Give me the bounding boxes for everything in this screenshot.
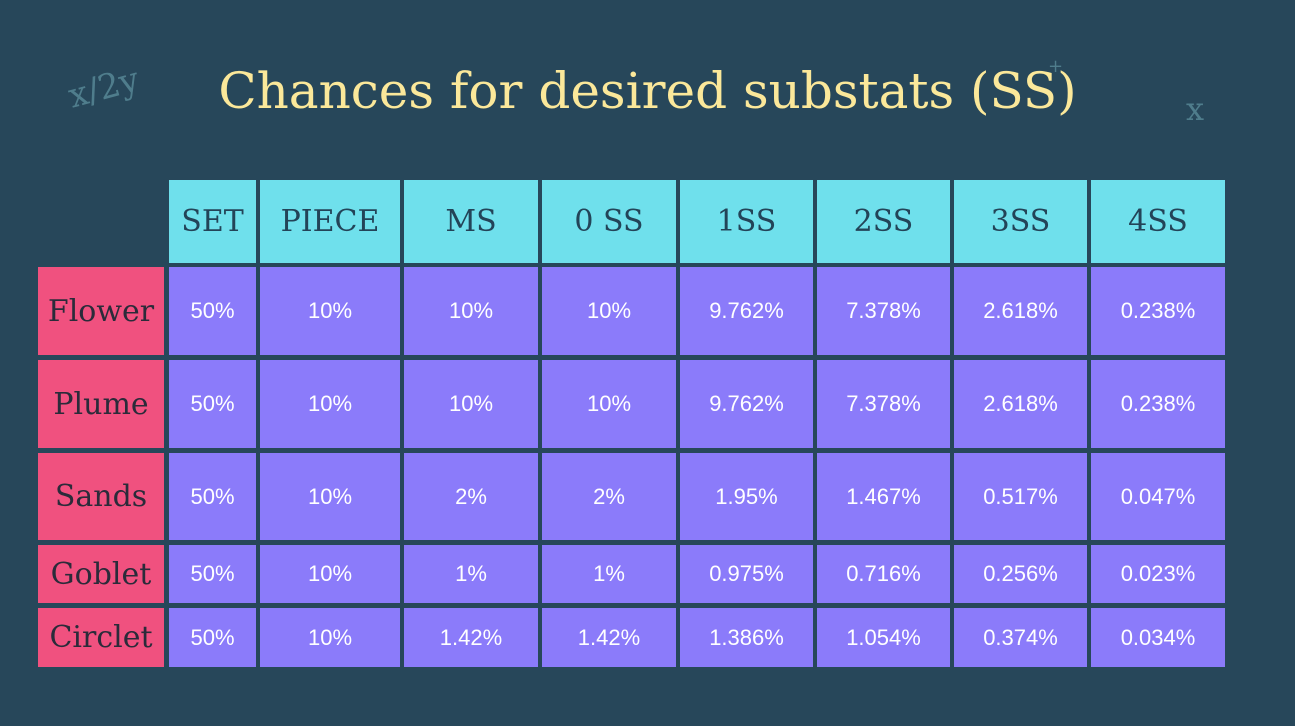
- data-cell: 10%: [404, 267, 538, 355]
- data-cell: 0.238%: [1091, 267, 1225, 355]
- row-label: Sands: [38, 453, 164, 540]
- data-cell: 2.618%: [954, 267, 1087, 355]
- header-cell: PIECE: [260, 180, 400, 263]
- data-cell: 1.467%: [817, 453, 950, 540]
- data-cell: 0.716%: [817, 545, 950, 603]
- data-cell: 2%: [542, 453, 676, 540]
- data-cell: 9.762%: [680, 360, 813, 448]
- header-cell: 2SS: [817, 180, 950, 263]
- data-cell: 1.42%: [542, 608, 676, 667]
- data-cell: 0.517%: [954, 453, 1087, 540]
- data-cell: 50%: [169, 453, 256, 540]
- header-cell: 0 SS: [542, 180, 676, 263]
- data-cell: 10%: [260, 453, 400, 540]
- data-cell: 50%: [169, 608, 256, 667]
- data-cell: 10%: [260, 360, 400, 448]
- data-cell: 1.054%: [817, 608, 950, 667]
- data-cell: 50%: [169, 545, 256, 603]
- data-cell: 10%: [260, 608, 400, 667]
- data-cell: 0.047%: [1091, 453, 1225, 540]
- data-cell: 7.378%: [817, 267, 950, 355]
- header-cell: 3SS: [954, 180, 1087, 263]
- decoration: +: [1048, 56, 1064, 77]
- data-cell: 2%: [404, 453, 538, 540]
- data-cell: 0.374%: [954, 608, 1087, 667]
- data-cell: 7.378%: [817, 360, 950, 448]
- data-cell: 0.034%: [1091, 608, 1225, 667]
- data-cell: 10%: [542, 267, 676, 355]
- data-cell: 50%: [169, 267, 256, 355]
- row-label: Plume: [38, 360, 164, 448]
- header-cell: 4SS: [1091, 180, 1225, 263]
- header-cell: 1SS: [680, 180, 813, 263]
- data-cell: 1.42%: [404, 608, 538, 667]
- data-cell: 50%: [169, 360, 256, 448]
- data-cell: 1%: [542, 545, 676, 603]
- row-label: Flower: [38, 267, 164, 355]
- data-cell: 2.618%: [954, 360, 1087, 448]
- data-cell: 0.975%: [680, 545, 813, 603]
- row-label: Goblet: [38, 545, 164, 603]
- data-cell: 0.238%: [1091, 360, 1225, 448]
- header-cell: SET: [169, 180, 256, 263]
- data-cell: 0.023%: [1091, 545, 1225, 603]
- row-label: Circlet: [38, 608, 164, 667]
- slide-title: Chances for desired substats (SS): [218, 62, 1077, 120]
- data-cell: 0.256%: [954, 545, 1087, 603]
- data-cell: 10%: [260, 545, 400, 603]
- data-cell: 9.762%: [680, 267, 813, 355]
- data-cell: 10%: [260, 267, 400, 355]
- header-cell: MS: [404, 180, 538, 263]
- decoration: x: [1186, 90, 1205, 128]
- data-cell: 10%: [542, 360, 676, 448]
- data-cell: 1.95%: [680, 453, 813, 540]
- data-cell: 1%: [404, 545, 538, 603]
- data-cell: 10%: [404, 360, 538, 448]
- data-cell: 1.386%: [680, 608, 813, 667]
